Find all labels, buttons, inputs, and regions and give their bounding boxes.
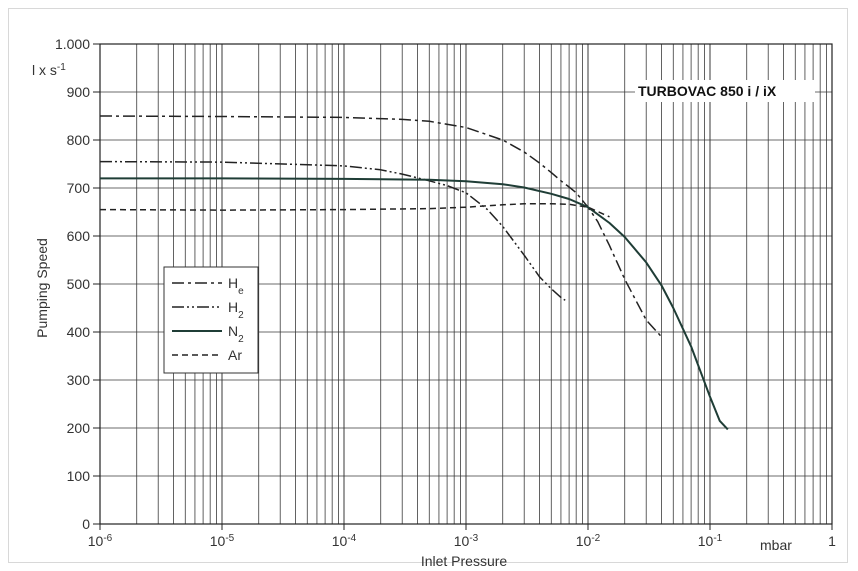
x-unit-label: mbar — [760, 537, 792, 553]
chart-frame — [8, 8, 848, 563]
x-tick-label: 10-4 — [332, 533, 357, 550]
x-tick-label: 10-5 — [210, 533, 235, 550]
y-tick-label: 900 — [67, 84, 91, 100]
legend-label-h2: H2 — [228, 299, 244, 321]
x-tick-label: 10-3 — [454, 533, 479, 550]
series-line-h2 — [99, 160, 566, 301]
y-tick-labels: 0 100 200 300 400 500 600 700 800 900 1.000 — [55, 36, 100, 532]
legend-box — [163, 266, 259, 374]
y-axis-title: Pumping Speed — [34, 238, 50, 338]
legend-label-he: He — [228, 275, 244, 297]
y-tick-label: 700 — [67, 180, 91, 196]
y-tick-label: 800 — [67, 132, 91, 148]
grid — [99, 43, 832, 525]
y-tick-label: 300 — [67, 372, 91, 388]
y-tick-label: 500 — [67, 276, 91, 292]
series-layer — [99, 115, 729, 431]
series-line-n2 — [100, 177, 729, 431]
x-axis-title: Inlet Pressure — [421, 553, 508, 569]
y-tick-label: 0 — [82, 516, 90, 532]
legend-label-ar: Ar — [228, 347, 242, 363]
x-tick-labels: 10-6 10-5 10-4 10-3 10-2 10-1 1 — [88, 524, 836, 549]
x-tick-label: 1 — [828, 533, 836, 549]
legend-label-n2: N2 — [228, 323, 244, 345]
annotation-background — [635, 80, 815, 102]
y-tick-label: 100 — [67, 468, 91, 484]
y-tick-label: 600 — [67, 228, 91, 244]
series-line-ar — [99, 203, 610, 218]
x-tick-label: 10-1 — [698, 533, 723, 550]
y-tick-label: 400 — [67, 324, 91, 340]
y-unit-label: l x s-1 — [32, 62, 66, 79]
model-annotation: TURBOVAC 850 i / iX — [638, 83, 777, 99]
x-tick-label: 10-6 — [88, 533, 113, 550]
series-line-he — [99, 115, 663, 338]
x-tick-label: 10-2 — [576, 533, 601, 550]
y-tick-label: 1.000 — [55, 36, 90, 52]
y-tick-label: 200 — [67, 420, 91, 436]
